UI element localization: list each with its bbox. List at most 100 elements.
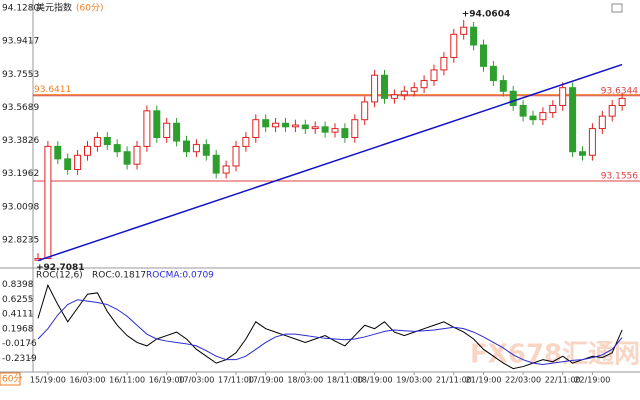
candle-body bbox=[202, 144, 210, 156]
candle-body bbox=[282, 122, 289, 128]
candle-body bbox=[242, 136, 250, 147]
x-tick-label: 19/03:00 bbox=[396, 376, 432, 385]
y-tick-label: 0.6255 bbox=[2, 295, 34, 305]
x-tick-label: 22/03:00 bbox=[505, 376, 541, 385]
y-tick-label: 94.1280 bbox=[2, 4, 39, 14]
candle-body bbox=[579, 151, 586, 156]
x-tick-label: 22/19:00 bbox=[574, 376, 610, 385]
candle-body bbox=[559, 87, 567, 106]
candle-body bbox=[331, 128, 339, 133]
y-tick-label: 0.8398 bbox=[2, 280, 34, 290]
candle-body bbox=[311, 126, 319, 130]
y-tick-label: 92.8235 bbox=[2, 236, 39, 246]
candle-body bbox=[44, 145, 52, 259]
candle-body bbox=[489, 65, 497, 82]
period-tag[interactable] bbox=[0, 372, 21, 386]
x-tick-label: 17/11:00 bbox=[218, 376, 254, 385]
x-tick-label: 17/03:00 bbox=[178, 376, 214, 385]
candle-body bbox=[410, 87, 418, 92]
level-label: 93.6344 bbox=[601, 86, 638, 96]
candle-body bbox=[569, 87, 577, 153]
candle-body bbox=[470, 26, 478, 46]
x-tick-label: 21/11:00 bbox=[436, 376, 472, 385]
candle-body bbox=[351, 119, 359, 138]
candle-body bbox=[598, 115, 606, 130]
candle-body bbox=[222, 165, 230, 174]
candle-body bbox=[173, 122, 181, 142]
settings-icon[interactable] bbox=[611, 3, 623, 13]
y-tick-label: 93.3826 bbox=[2, 136, 39, 146]
x-tick-label: 15/19:00 bbox=[30, 376, 66, 385]
candle-body bbox=[480, 44, 487, 67]
candle-body bbox=[371, 74, 379, 103]
candle-body bbox=[588, 128, 596, 156]
candle-body bbox=[183, 140, 190, 153]
level-label: 93.6411 bbox=[34, 85, 71, 95]
x-tick-label: 18/11:00 bbox=[327, 376, 363, 385]
candle-body bbox=[262, 119, 270, 128]
candle-body bbox=[153, 110, 161, 138]
x-tick-label: 18/03:00 bbox=[287, 376, 323, 385]
price-annotation: +92.7081 bbox=[36, 263, 85, 273]
x-tick-label: 22/11:00 bbox=[545, 376, 581, 385]
candle-body bbox=[84, 145, 91, 156]
legend-entry: ROCMA:0.0709 bbox=[146, 271, 214, 281]
candle-body bbox=[113, 144, 121, 153]
candle-body bbox=[232, 145, 240, 167]
candle-body bbox=[272, 122, 280, 128]
period-label: 60分 bbox=[2, 374, 22, 385]
y-tick-label: -0.2319 bbox=[2, 354, 37, 364]
y-tick-label: 93.9417 bbox=[2, 37, 39, 47]
candle-body bbox=[93, 136, 101, 147]
y-tick-label: 93.0098 bbox=[2, 202, 39, 212]
candle-body bbox=[608, 104, 616, 117]
candle-body bbox=[163, 122, 171, 138]
candle-body bbox=[252, 119, 260, 138]
candle-body bbox=[549, 104, 557, 114]
watermark: FX678汇通网 bbox=[470, 340, 640, 370]
candle-body bbox=[420, 80, 428, 89]
candle-body bbox=[301, 124, 309, 130]
x-tick-label: 16/19:00 bbox=[149, 376, 185, 385]
price-annotation: +94.0604 bbox=[462, 10, 511, 20]
x-tick-label: 16/03:00 bbox=[70, 376, 106, 385]
candle-body bbox=[618, 97, 626, 106]
candle-body bbox=[74, 154, 82, 171]
candle-body bbox=[529, 115, 537, 121]
candle-body bbox=[499, 80, 507, 92]
candle-body bbox=[539, 112, 547, 121]
indicator-title: ROC(12,6) bbox=[36, 271, 83, 281]
candle-body bbox=[133, 145, 141, 165]
candle-body bbox=[440, 56, 448, 71]
candle-body bbox=[390, 94, 398, 99]
y-tick-label: 93.7553 bbox=[2, 70, 39, 80]
candle-body bbox=[341, 128, 349, 138]
indicator-line bbox=[37, 299, 623, 365]
candle-body bbox=[212, 154, 220, 174]
candle-body bbox=[321, 126, 329, 133]
x-tick-label: 21/19:00 bbox=[466, 376, 502, 385]
y-tick-label: -0.0176 bbox=[2, 339, 37, 349]
x-tick-label: 16/11:00 bbox=[109, 376, 145, 385]
trend-line bbox=[37, 63, 623, 262]
chart-title: 美元指数 bbox=[36, 2, 72, 14]
candle-body bbox=[450, 33, 458, 58]
level-label: 93.1556 bbox=[601, 171, 638, 181]
candle-body bbox=[291, 124, 299, 128]
candle-body bbox=[123, 151, 131, 165]
y-tick-label: 93.1962 bbox=[2, 169, 39, 179]
candle-body bbox=[381, 74, 388, 99]
candle-body bbox=[361, 101, 369, 121]
y-tick-label: 0.1968 bbox=[2, 324, 34, 334]
candle-body bbox=[103, 136, 111, 146]
candle-body bbox=[64, 158, 72, 171]
candle-body bbox=[54, 145, 62, 160]
chart-subtitle: (60分) bbox=[76, 3, 103, 14]
candle-body bbox=[400, 90, 408, 96]
candle-body bbox=[192, 144, 200, 153]
candle-body bbox=[430, 69, 438, 82]
x-tick-label: 17/19:00 bbox=[248, 376, 284, 385]
y-tick-label: 93.5689 bbox=[2, 103, 39, 113]
